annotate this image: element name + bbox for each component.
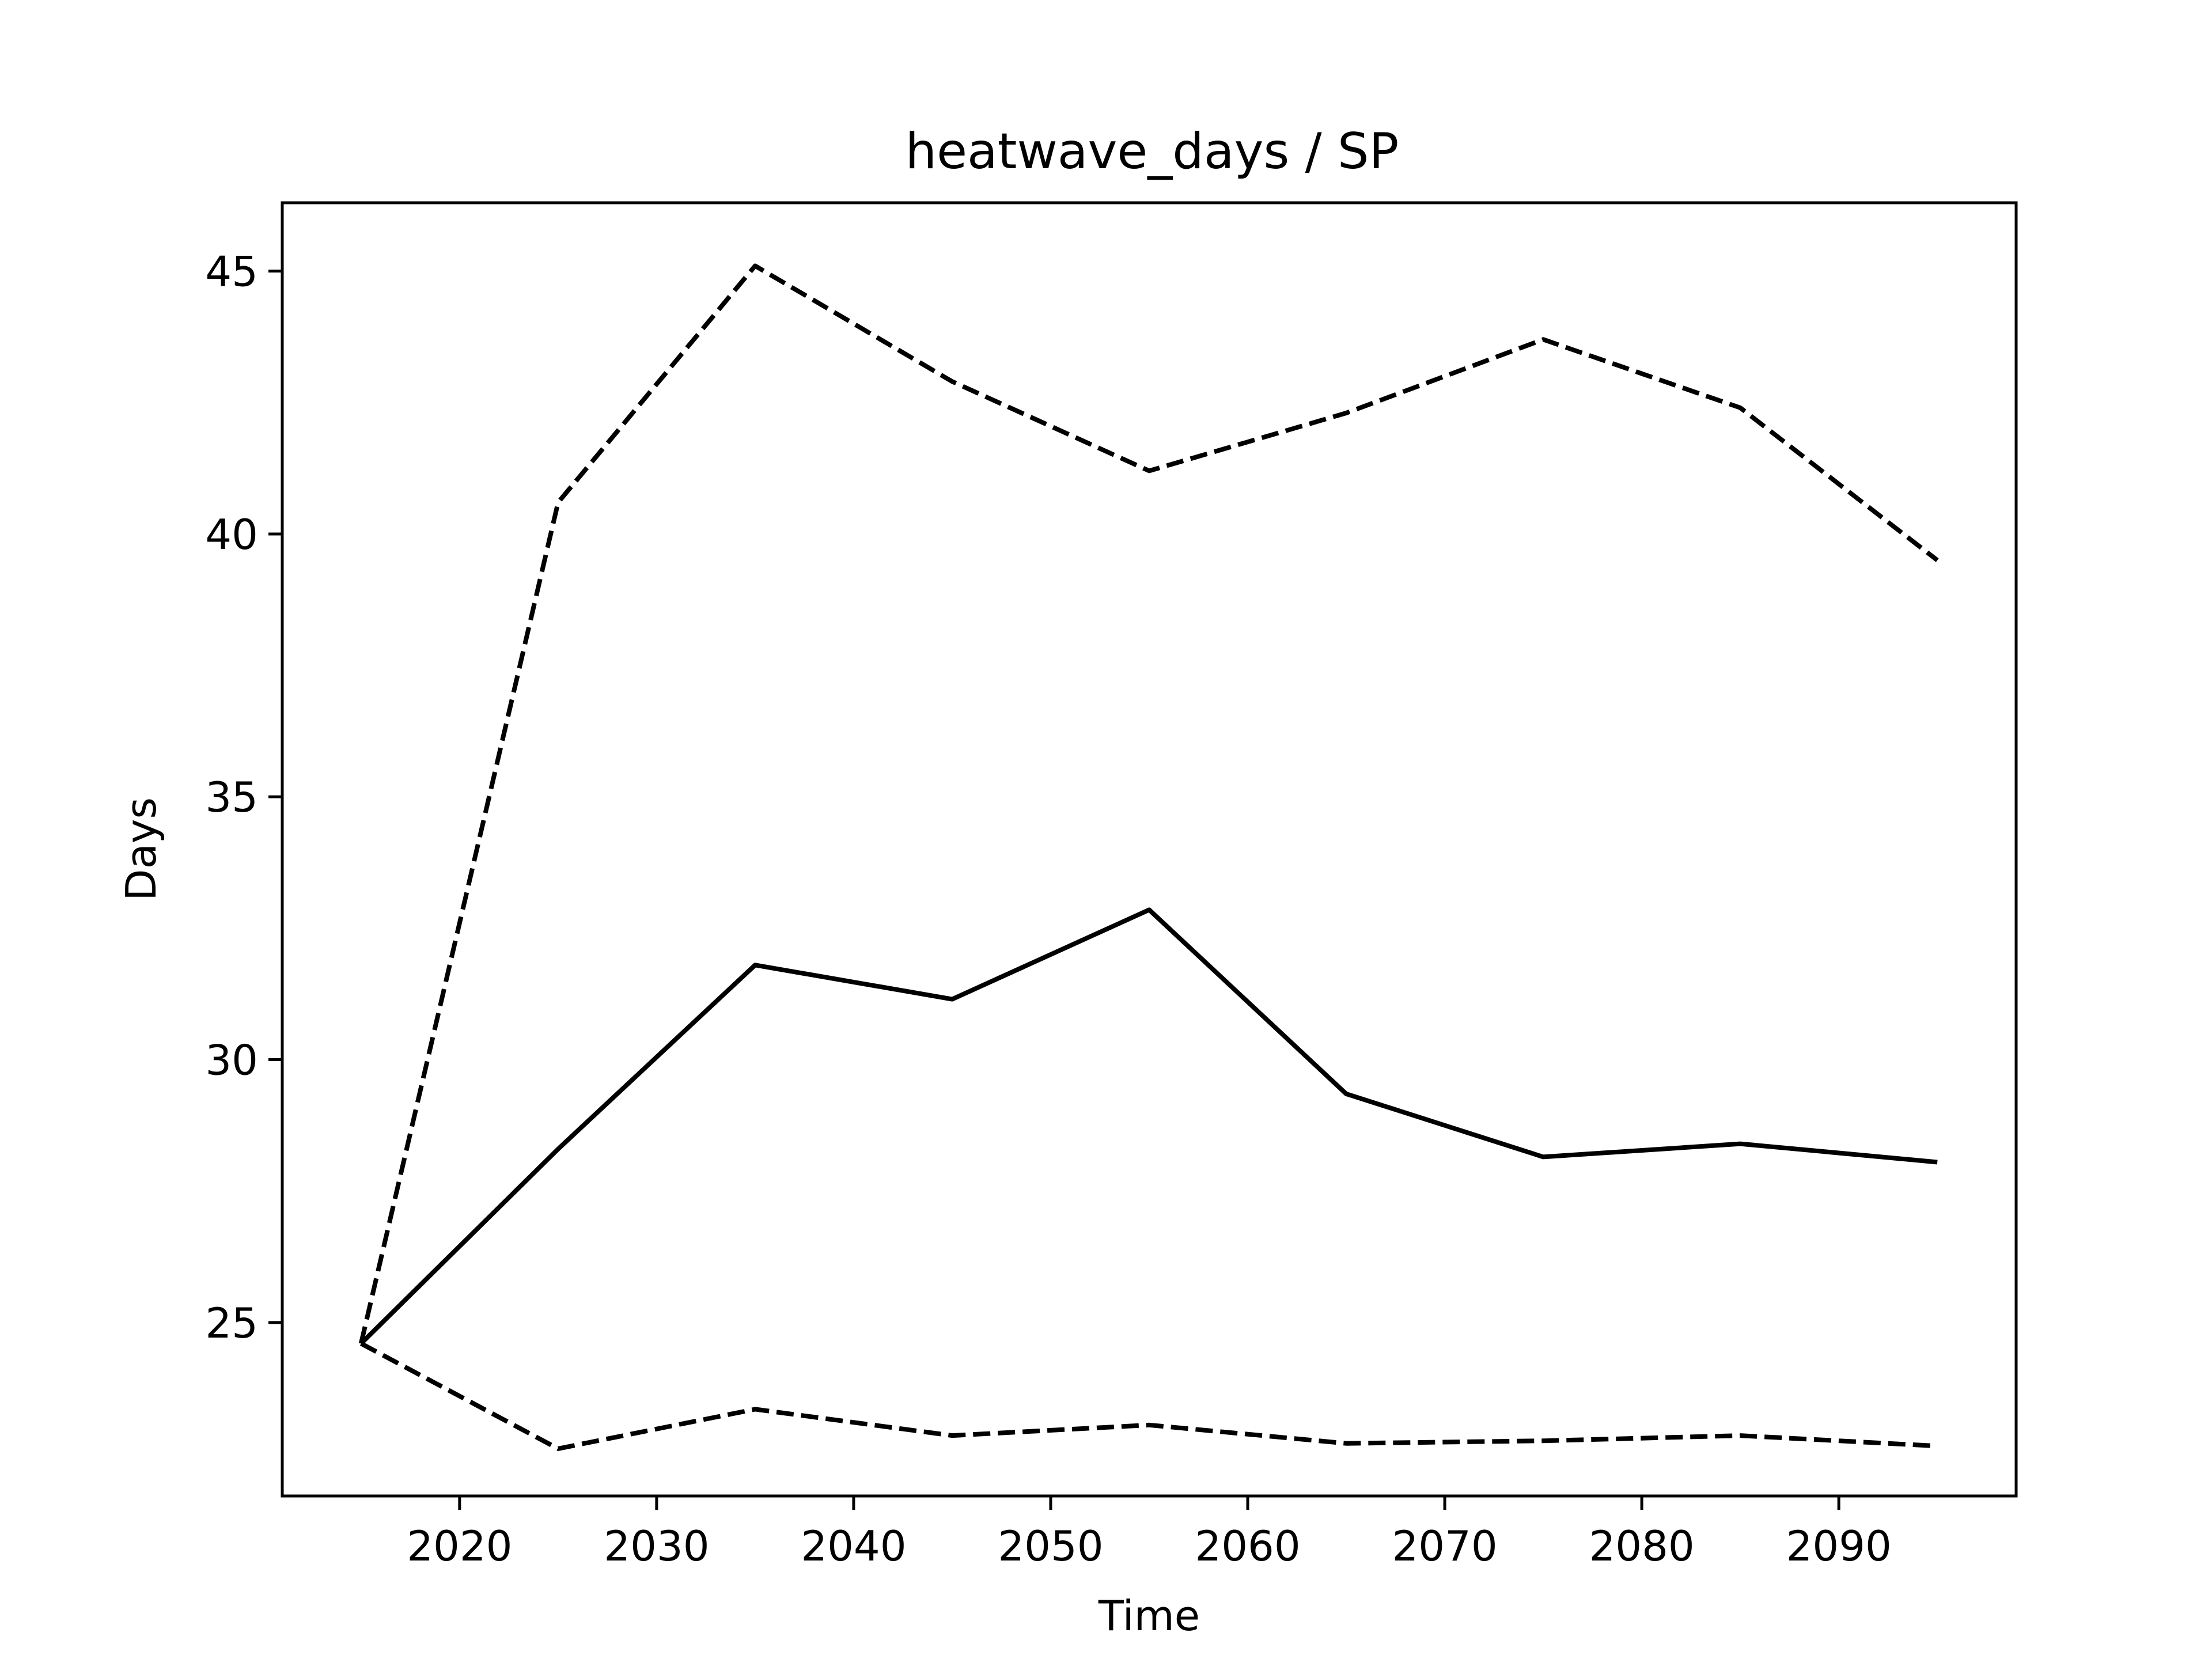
y-tick-label: 25: [205, 1299, 258, 1347]
x-tick-label: 2030: [604, 1522, 709, 1570]
plot-lines: [358, 263, 1939, 1451]
x-tick-label: 2080: [1589, 1522, 1694, 1570]
x-tick-label: 2050: [998, 1522, 1103, 1570]
x-tick-label: 2090: [1786, 1522, 1892, 1570]
y-tick-label: 40: [205, 510, 258, 559]
plot-area-frame: [281, 201, 2018, 1498]
x-tick-label: 2070: [1392, 1522, 1497, 1570]
x-tick-label: 2040: [801, 1522, 906, 1570]
x-axis-label: Time: [1098, 1592, 1200, 1640]
y-tick-label: 45: [205, 248, 258, 296]
y-tick-label: 35: [205, 773, 258, 821]
y-axis-label: Days: [117, 797, 165, 901]
series-line-1: [359, 907, 1938, 1346]
x-axis-ticks: 2020 2030 2040 2050 2060 2070 2080 2090: [407, 1496, 1892, 1570]
y-axis-ticks: 25 30 35 40 45: [205, 248, 282, 1347]
series-line-3: [359, 1341, 1938, 1451]
x-tick-label: 2020: [407, 1522, 512, 1570]
chart-title: heatwave_days / SP: [906, 123, 1399, 180]
x-tick-label: 2060: [1195, 1522, 1300, 1570]
series-line-2: [358, 263, 1939, 1344]
y-tick-label: 30: [205, 1036, 258, 1085]
